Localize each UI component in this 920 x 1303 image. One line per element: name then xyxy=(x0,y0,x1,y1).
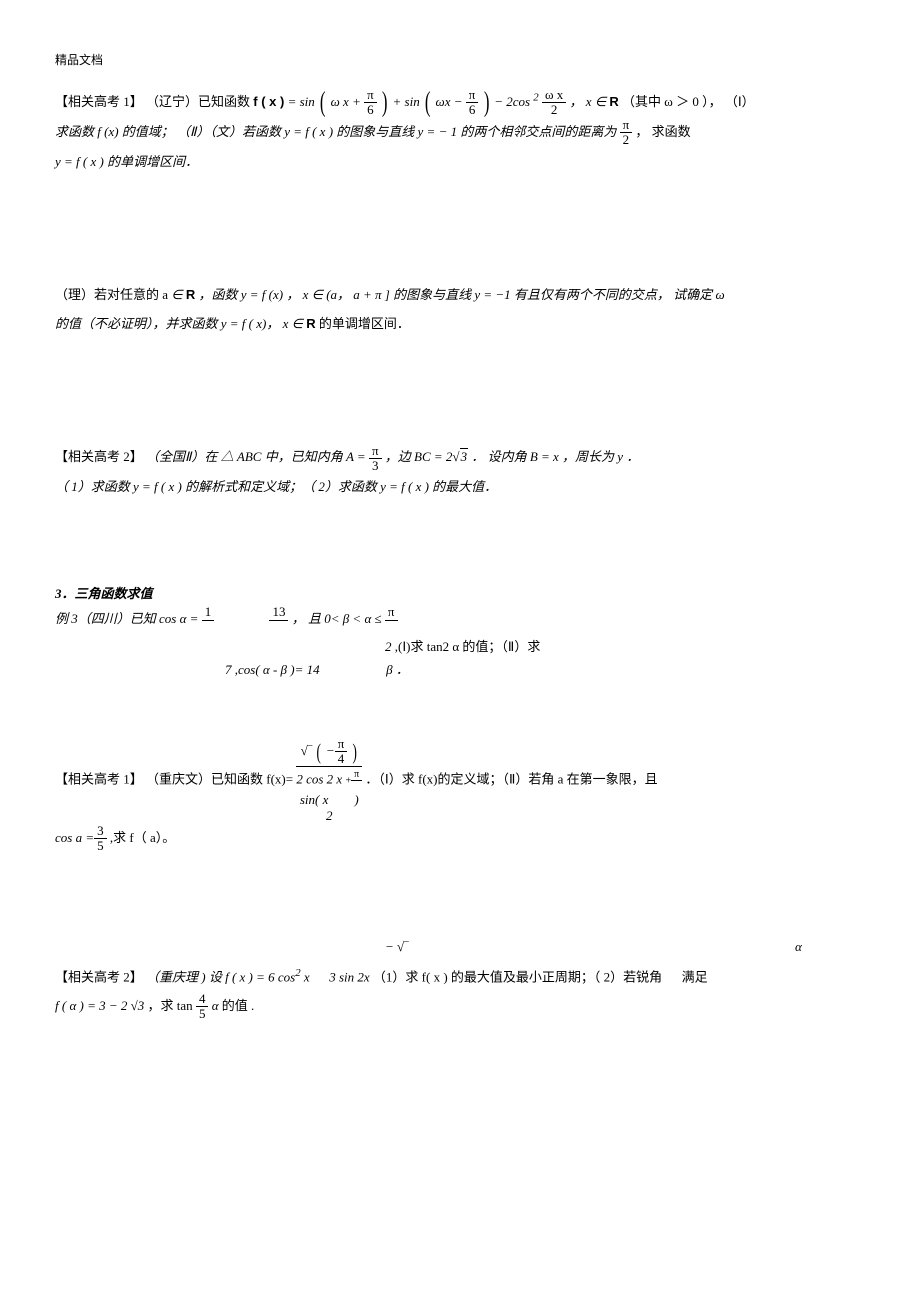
q1b-line1c: (a， a + π ] 的图象与直线 y = −1 有且仅有两个不同的交点， 试… xyxy=(326,287,712,302)
sec3-ex-label: 例 3（四川）已知 cos α = xyxy=(55,611,202,626)
q4-line2c: ，求 tan xyxy=(148,998,193,1013)
q4-label: 【相关高考 2】 xyxy=(55,969,143,984)
q1b-line2a: 的值（不必证明），并求函数 y = f ( x)， x xyxy=(55,316,288,331)
question-1b: （理）若对任意的 a ∈ R ，函数 y = f (x) ， x ∈ (a， a… xyxy=(55,281,865,338)
q1b-line2b: 的单调增区间． xyxy=(319,316,410,331)
q2-source: （全国Ⅱ）在 △ ABC 中，已知内角 A = xyxy=(146,449,369,464)
q1-plus: + sin xyxy=(393,94,420,109)
question-3: 【相关高考 1】 （重庆文）已知函数 f(x)= √‾ ( −π4 ) 2 co… xyxy=(55,737,865,854)
q1-cond: （其中 ω ＞ 0 ）， （Ⅰ） xyxy=(622,94,755,109)
q2-line2: （ 1）求函数 y = f ( x ) 的解析式和定义域；（ 2）求函数 y =… xyxy=(55,479,497,494)
q1-line2b: ， 求函数 xyxy=(635,124,690,139)
q1-func: f ( x ) xyxy=(253,94,284,109)
q3-tail: ．（Ⅰ）求 f(x)的定义域；（Ⅱ）若角 a 在第一象限，且 xyxy=(365,771,657,786)
question-4: − √‾ α 【相关高考 2】 （重庆理 ) 设 f ( x ) = 6 cos… xyxy=(55,933,865,1021)
sec3-ex-tail: ， 且 0< β < α ≤ xyxy=(292,611,382,626)
page-header: 精品文档 xyxy=(55,50,865,72)
q1-label: 【相关高考 1】 xyxy=(55,94,143,109)
q4-line2d: 的值 . xyxy=(222,998,255,1013)
q4-part1: （1）求 f( x ) 的最大值及最小正周期；（ 2）若锐角 xyxy=(373,969,662,984)
q4-source: （重庆理 ) 设 f ( x ) = 6 cos xyxy=(146,969,295,984)
q2-label: 【相关高考 2】 xyxy=(55,449,143,464)
q1b-line1b: ，函数 y = f (x) ， x xyxy=(199,287,309,302)
q1-arg2a: ωx − xyxy=(436,94,466,109)
q4-line2a: f ( xyxy=(55,998,69,1013)
q3-source: （重庆文）已知函数 f(x)= xyxy=(146,771,293,786)
q1-eq: = sin xyxy=(288,94,315,109)
section-3: 3．三角函数求值 例 3（四川）已知 cos α = 1 13 ， 且 0< β… xyxy=(55,582,865,682)
q1-minus: − 2cos xyxy=(494,94,530,109)
question-2: 【相关高考 2】 （全国Ⅱ）在 △ ABC 中，已知内角 A = π3 ，边 B… xyxy=(55,443,865,501)
q3-line2b: ,求 f（ a）。 xyxy=(110,830,175,845)
q1-source: （辽宁）已知函数 xyxy=(146,94,250,109)
q1-line2a: 求函数 f (x) 的值域； （Ⅱ）（文）若函数 y = f ( x ) 的图象… xyxy=(55,124,616,139)
q1b-line1a: （理）若对任意的 a xyxy=(55,287,168,302)
q1-arg1a: ω x + xyxy=(331,94,364,109)
q2-mid: ，边 BC = 2 xyxy=(385,449,453,464)
q2-tail: ． 设内角 B = x ，周长为 y ． xyxy=(471,449,639,464)
sec3-line3b: ,cos( α - β )= xyxy=(235,662,304,677)
sec3-line2b: ,(Ⅰ)求 tan2 α 的值；（Ⅱ）求 xyxy=(395,639,541,654)
q3-line2a: cos a xyxy=(55,830,85,845)
question-1: 【相关高考 1】 （辽宁）已知函数 f ( x ) = sin ( ω x + … xyxy=(55,87,865,177)
q3-label: 【相关高考 1】 xyxy=(55,771,143,786)
sec3-title: 3．三角函数求值 xyxy=(55,582,865,605)
q1-tail: ， x xyxy=(570,94,592,109)
q1-line3: y = f ( x ) 的单调增区间． xyxy=(55,154,198,169)
